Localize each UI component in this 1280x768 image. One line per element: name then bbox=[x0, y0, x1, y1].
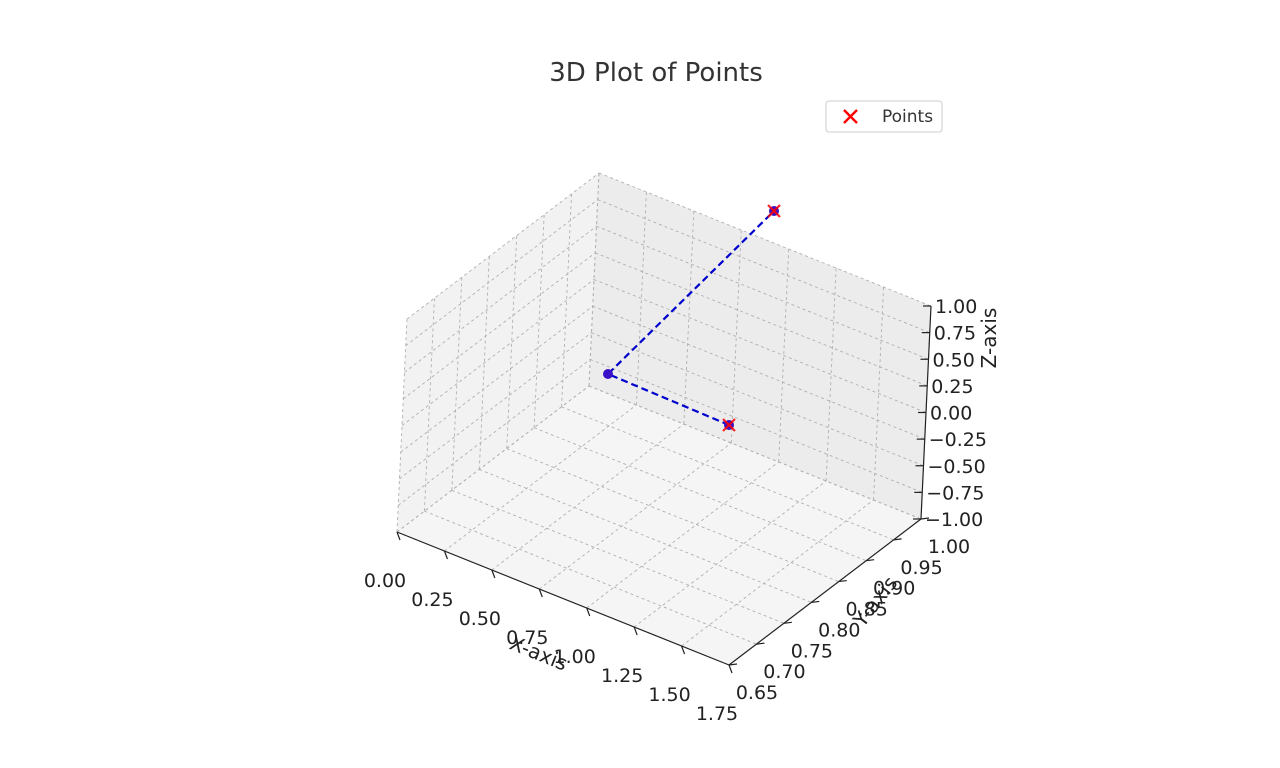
data-marks bbox=[603, 204, 781, 432]
grid-z-side bbox=[404, 225, 597, 373]
z-tick-label: 0.75 bbox=[934, 323, 976, 345]
x-axis-line bbox=[396, 531, 730, 666]
chart-title: 3D Plot of Points bbox=[549, 58, 763, 88]
scatter-point-x bbox=[767, 204, 781, 218]
z-tick-label: 0.25 bbox=[931, 376, 973, 398]
y-tick-mark bbox=[783, 621, 792, 624]
z-axis-label: Z-axis bbox=[977, 308, 1001, 369]
y-tick-label: 1.00 bbox=[928, 536, 970, 558]
axis-panes bbox=[397, 173, 931, 665]
grid-x-floor bbox=[681, 499, 874, 647]
x-tick-label: 0.00 bbox=[364, 570, 406, 592]
z-tick-label: −0.75 bbox=[926, 482, 984, 504]
z-tick-label: −0.50 bbox=[928, 456, 986, 478]
x-tick-mark bbox=[443, 550, 448, 560]
z-tick-label: −0.25 bbox=[929, 429, 987, 451]
scatter-point-x bbox=[722, 418, 736, 432]
x-tick-mark bbox=[681, 645, 686, 655]
y-tick-mark bbox=[893, 538, 902, 541]
y-tick-label: 0.85 bbox=[846, 599, 888, 621]
back-pane bbox=[589, 173, 931, 519]
y-axis-line bbox=[728, 518, 922, 666]
grid-z-side bbox=[396, 385, 590, 533]
x-tick-label: 0.25 bbox=[411, 589, 453, 611]
x-tick-label: 1.50 bbox=[648, 684, 690, 706]
x-tick-mark bbox=[586, 607, 591, 617]
grid-z-side bbox=[400, 305, 594, 453]
y-tick-mark bbox=[756, 642, 765, 645]
x-tick-mark bbox=[491, 569, 496, 579]
grid-z-side bbox=[397, 359, 591, 506]
grid-z-side bbox=[406, 172, 600, 320]
grid-x-floor bbox=[444, 404, 637, 552]
y-tick-mark bbox=[838, 579, 847, 583]
x-tick-label: 0.75 bbox=[506, 627, 548, 649]
y-tick-mark bbox=[811, 600, 820, 604]
legend-marker-x bbox=[843, 109, 858, 124]
legend-box bbox=[825, 100, 943, 133]
z-tick-label: 1.00 bbox=[935, 296, 977, 318]
y-tick-label: 0.95 bbox=[900, 557, 942, 579]
grid-x-floor bbox=[491, 423, 685, 571]
x-tick-mark bbox=[396, 531, 401, 541]
path-point bbox=[603, 369, 613, 379]
x-tick-label: 1.25 bbox=[601, 665, 643, 687]
y-tick-label: 0.80 bbox=[818, 619, 860, 641]
x-tick-label: 0.50 bbox=[459, 608, 501, 630]
x-tick-label: 1.75 bbox=[696, 703, 738, 725]
grid-z-side bbox=[405, 199, 599, 346]
tick-labels: 0.000.250.500.751.001.251.501.750.650.70… bbox=[364, 296, 987, 725]
x-tick-mark bbox=[633, 626, 638, 636]
grid-z-side bbox=[402, 252, 596, 400]
grid-z-side bbox=[401, 279, 595, 426]
grid-x-floor bbox=[539, 442, 732, 590]
z-tick-label: −1.00 bbox=[925, 509, 983, 531]
grid-x-floor bbox=[586, 461, 779, 609]
y-tick-mark bbox=[866, 559, 875, 562]
z-tick-label: 0.00 bbox=[930, 403, 972, 425]
x-tick-label: 1.00 bbox=[554, 646, 596, 668]
grid-z-side bbox=[399, 332, 592, 480]
y-tick-label: 0.75 bbox=[791, 640, 833, 662]
grid-x-floor bbox=[633, 480, 827, 628]
y-tick-mark bbox=[728, 663, 738, 666]
legend-label-points: Points bbox=[882, 107, 933, 127]
x-tick-mark bbox=[728, 664, 733, 674]
path-line bbox=[606, 210, 775, 427]
x-tick-mark bbox=[538, 588, 543, 598]
y-tick-mark bbox=[920, 517, 930, 520]
y-tick-label: 0.70 bbox=[763, 661, 805, 683]
z-tick-label: 0.50 bbox=[933, 349, 975, 371]
y-tick-label: 0.65 bbox=[736, 682, 778, 704]
legend: Points bbox=[825, 100, 943, 133]
y-tick-label: 0.90 bbox=[873, 578, 915, 600]
floor-pane bbox=[397, 386, 921, 665]
